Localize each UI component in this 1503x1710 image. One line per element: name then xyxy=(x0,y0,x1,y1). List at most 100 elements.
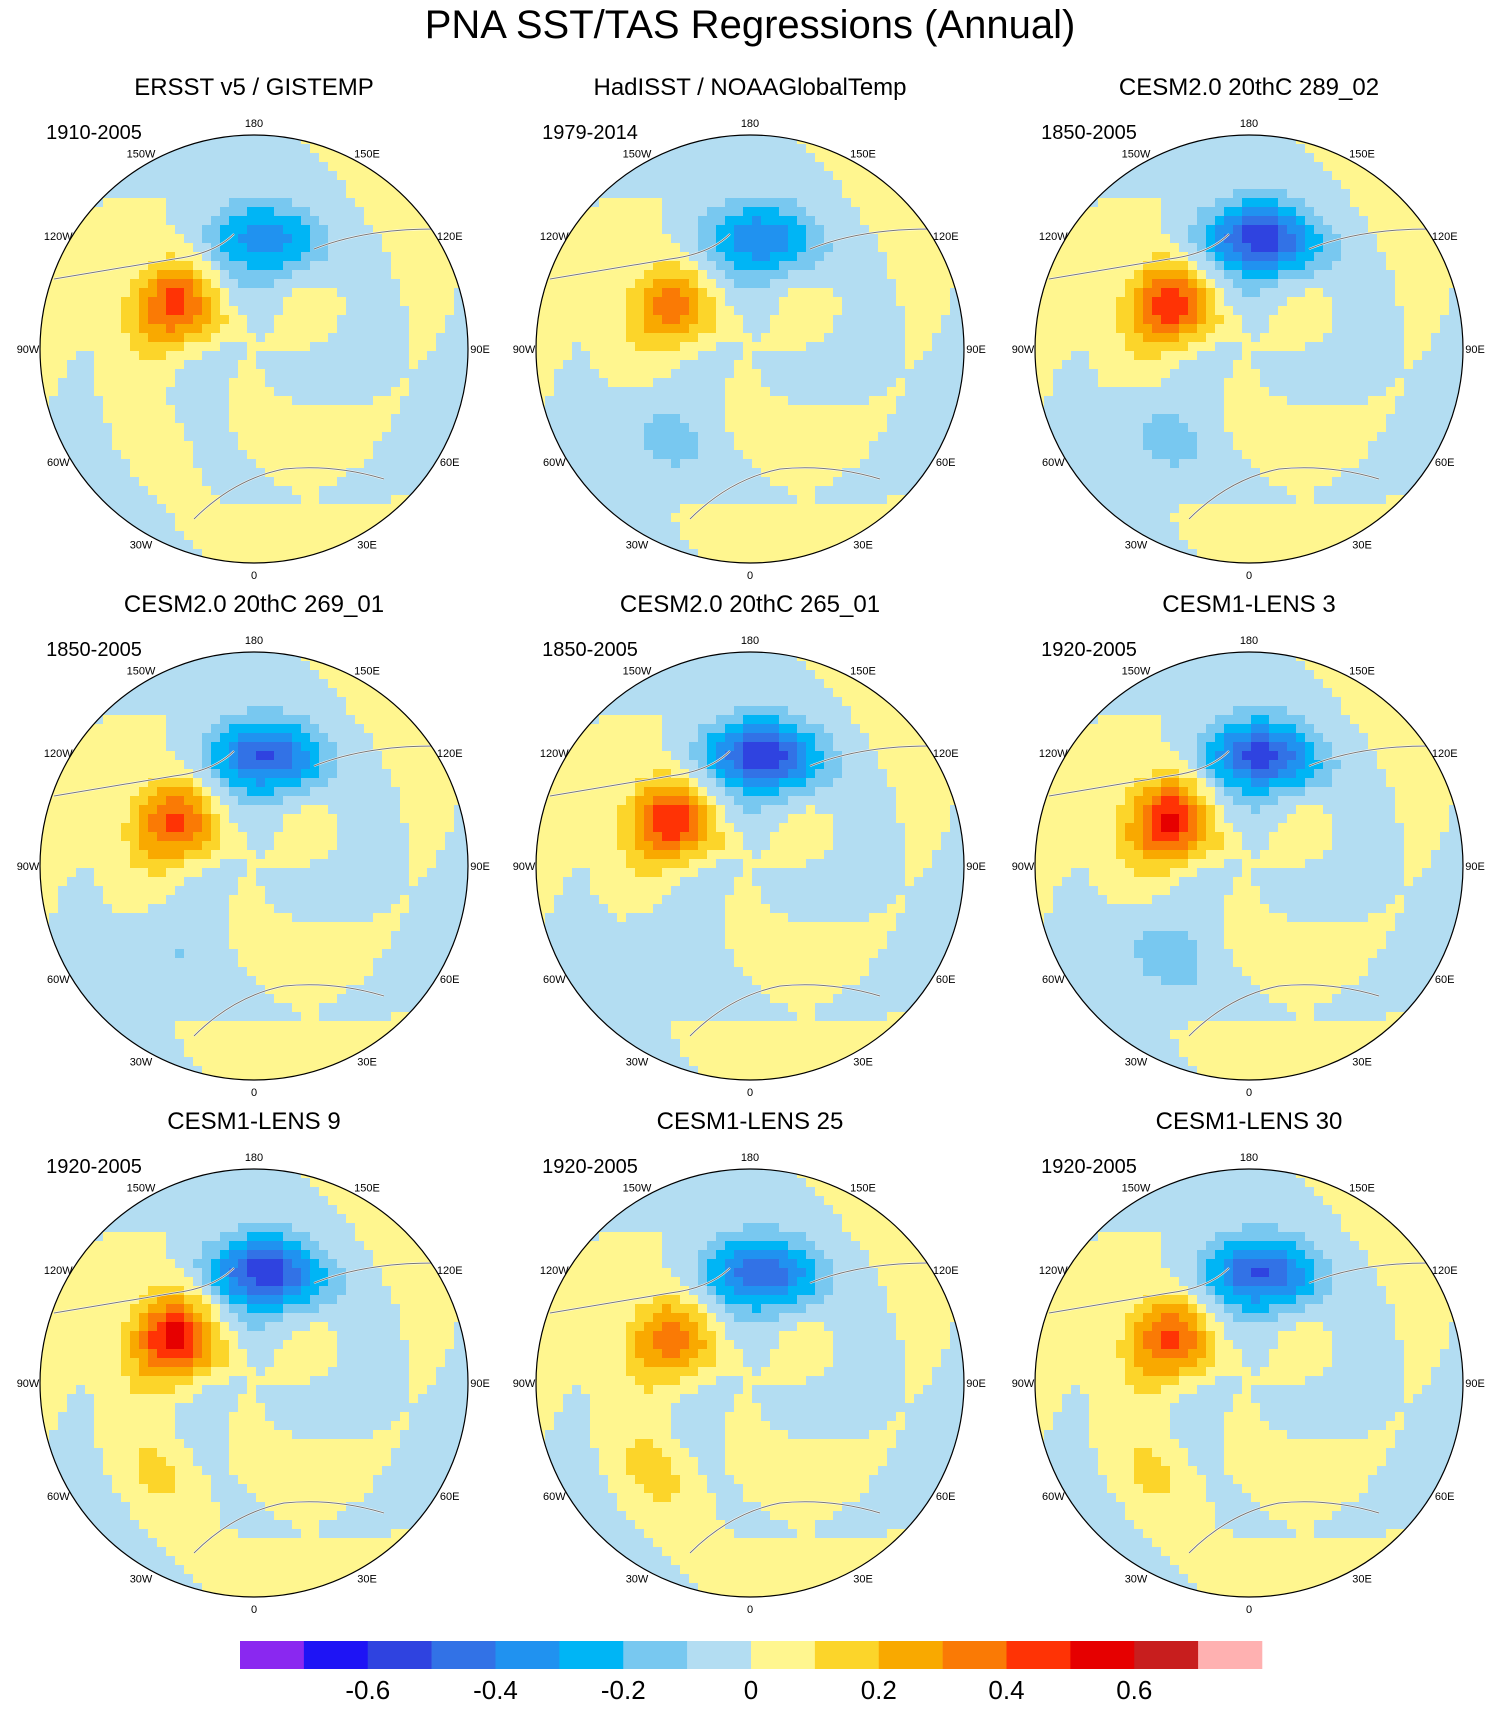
field-cell xyxy=(1044,342,1054,352)
field-cell xyxy=(1269,252,1279,262)
field-cell xyxy=(1323,171,1333,181)
field-cell xyxy=(1143,270,1153,280)
field-cell xyxy=(310,189,320,199)
field-cell xyxy=(193,441,203,451)
field-cell xyxy=(202,270,212,280)
field-cell xyxy=(229,495,239,505)
field-cell xyxy=(644,243,654,253)
field-cell xyxy=(815,396,825,406)
field-cell xyxy=(662,171,672,181)
field-cell xyxy=(815,351,825,361)
field-cell xyxy=(391,243,401,253)
field-cell xyxy=(184,351,194,361)
field-cell xyxy=(373,369,383,379)
field-cell xyxy=(85,333,95,343)
field-cell xyxy=(1044,378,1054,388)
field-cell xyxy=(1332,360,1342,370)
field-cell xyxy=(842,225,852,235)
field-cell xyxy=(1278,243,1288,253)
field-cell xyxy=(1350,207,1360,217)
field-cell xyxy=(391,423,401,433)
field-cell xyxy=(1251,342,1261,352)
field-cell xyxy=(1323,216,1333,226)
field-cell xyxy=(256,324,266,334)
field-cell xyxy=(301,513,311,523)
field-cell xyxy=(1071,288,1081,298)
field-cell xyxy=(103,198,113,208)
field-cell xyxy=(725,297,735,307)
field-cell xyxy=(1278,369,1288,379)
field-cell xyxy=(752,468,762,478)
field-cell xyxy=(824,315,834,325)
field-cell xyxy=(635,279,645,289)
field-cell xyxy=(148,333,158,343)
field-cell xyxy=(301,477,311,487)
field-cell xyxy=(1269,315,1279,325)
field-cell xyxy=(1125,162,1135,172)
field-cell xyxy=(1314,243,1324,253)
field-cell xyxy=(391,270,401,280)
field-cell xyxy=(400,468,410,478)
field-cell xyxy=(590,243,600,253)
field-cell xyxy=(1071,225,1081,235)
field-cell xyxy=(734,261,744,271)
field-cell xyxy=(761,333,771,343)
field-cell xyxy=(337,396,347,406)
field-cell xyxy=(103,333,113,343)
field-cell xyxy=(626,189,636,199)
field-cell xyxy=(157,342,167,352)
field-cell xyxy=(130,414,140,424)
field-cell xyxy=(58,288,68,298)
field-cell xyxy=(815,243,825,253)
field-cell xyxy=(49,342,59,352)
field-cell xyxy=(238,333,248,343)
field-cell xyxy=(923,288,933,298)
field-cell xyxy=(373,432,383,442)
field-cell xyxy=(653,342,663,352)
field-cell xyxy=(923,252,933,262)
field-cell xyxy=(1377,369,1387,379)
field-cell xyxy=(355,477,365,487)
field-cell xyxy=(157,540,167,550)
field-cell xyxy=(238,351,248,361)
field-cell xyxy=(707,270,717,280)
field-cell xyxy=(364,180,374,190)
field-cell xyxy=(49,324,59,334)
field-cell xyxy=(112,306,122,316)
field-cell xyxy=(418,468,428,478)
field-cell xyxy=(112,441,122,451)
field-cell xyxy=(824,468,834,478)
field-cell xyxy=(1287,279,1297,289)
field-cell xyxy=(653,486,663,496)
field-cell xyxy=(716,540,726,550)
field-cell xyxy=(1269,189,1279,199)
field-cell xyxy=(1449,324,1459,334)
field-cell xyxy=(58,423,68,433)
field-cell xyxy=(815,144,825,154)
longitude-label: 60E xyxy=(440,457,460,469)
field-cell xyxy=(373,423,383,433)
field-cell xyxy=(743,153,753,163)
field-cell xyxy=(445,414,455,424)
field-cell xyxy=(626,270,636,280)
field-cell xyxy=(139,414,149,424)
field-cell xyxy=(103,423,113,433)
field-cell xyxy=(1224,216,1234,226)
field-cell xyxy=(1323,207,1333,217)
field-cell xyxy=(644,522,654,532)
field-cell xyxy=(148,234,158,244)
field-cell xyxy=(346,531,356,541)
field-cell xyxy=(1422,297,1432,307)
field-cell xyxy=(608,396,618,406)
field-cell xyxy=(292,198,302,208)
field-cell xyxy=(292,513,302,523)
field-cell xyxy=(1233,180,1243,190)
field-cell xyxy=(400,297,410,307)
field-cell xyxy=(436,261,446,271)
field-cell xyxy=(1386,234,1396,244)
field-cell xyxy=(662,522,672,532)
field-cell xyxy=(391,432,401,442)
field-cell xyxy=(1107,333,1117,343)
field-cell xyxy=(1089,369,1099,379)
field-cell xyxy=(707,450,717,460)
